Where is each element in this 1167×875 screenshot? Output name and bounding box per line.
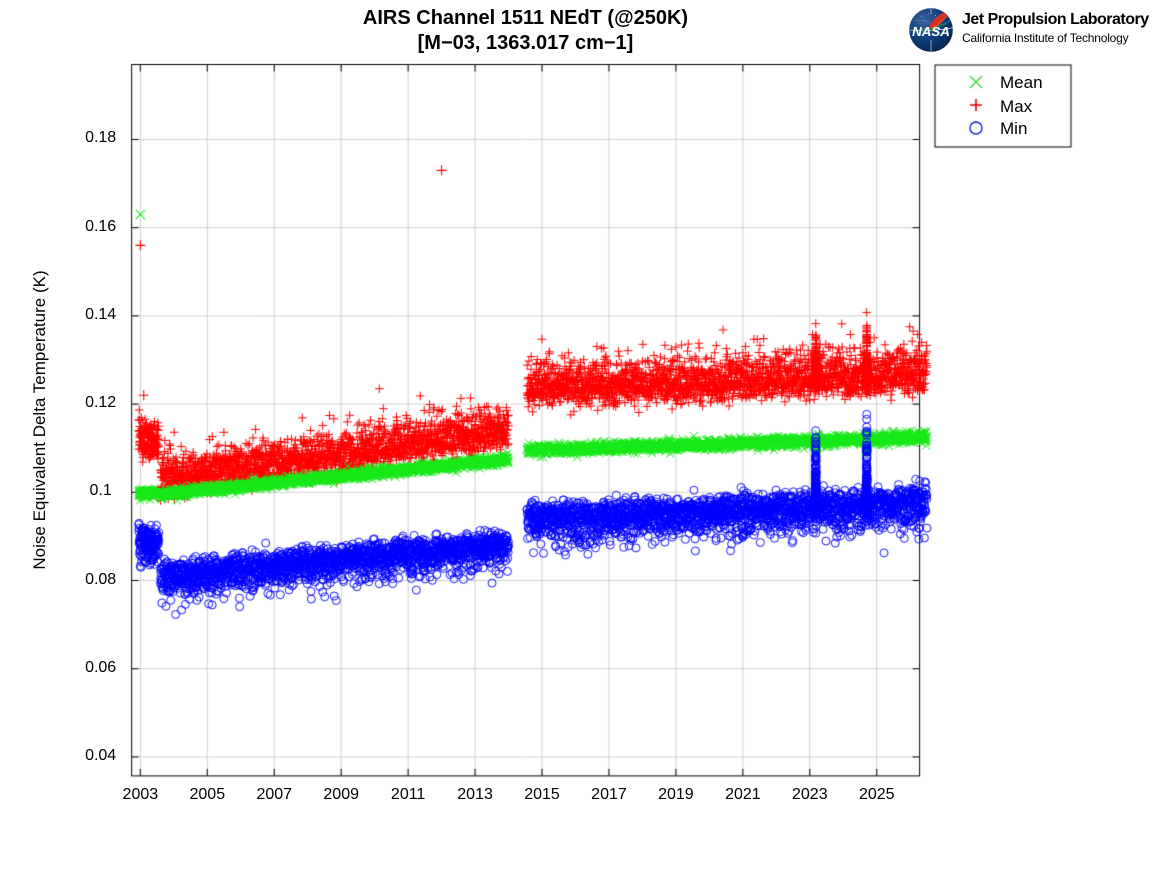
svg-text:NASA: NASA <box>912 24 950 39</box>
